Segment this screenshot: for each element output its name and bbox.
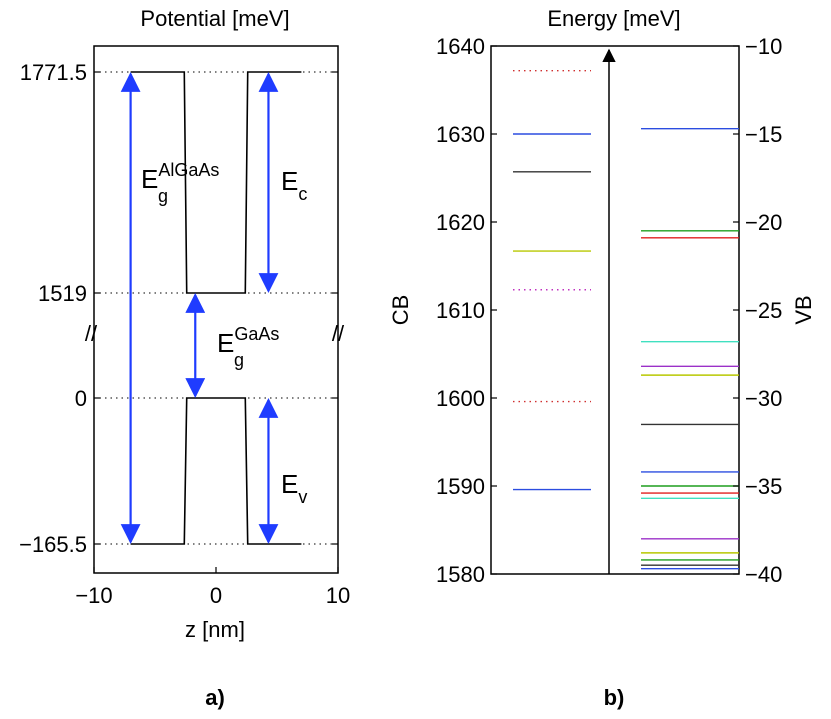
y-tick-label: 0 [75,386,87,411]
panel-b-label: b) [604,685,625,710]
panel-b-title: Energy [meV] [547,6,680,31]
right-y-tick-label: −30 [745,386,782,411]
valence-band-profile [130,397,302,545]
x-tick-label: 10 [326,583,350,608]
panel-b-y-label-right: VB [791,295,816,324]
right-y-tick-label: −40 [745,562,782,587]
left-y-tick-label: 1590 [436,474,485,499]
panel-b-right-y-ticks: −40 −35 −30 −25 −20 −15 −10 [733,34,782,587]
x-tick-label: 0 [210,583,222,608]
panel-a-title: Potential [meV] [140,6,289,31]
right-y-tick-label: −15 [745,122,782,147]
y-tick-label: 1771.5 [20,60,87,85]
right-y-tick-label: −20 [745,210,782,235]
right-y-tick-label: −35 [745,474,782,499]
left-y-tick-label: 1580 [436,562,485,587]
panel-b-left-y-ticks: 1580 1590 1600 1610 1620 1630 1640 [436,34,497,587]
right-y-tick-label: −10 [745,34,782,59]
y-tick-label: 1519 [38,281,87,306]
left-y-tick-label: 1630 [436,122,485,147]
panel-a-series [130,71,302,545]
axis-break-left: // [85,321,98,346]
left-y-tick-label: 1600 [436,386,485,411]
right-y-tick-label: −25 [745,298,782,323]
y-tick-label: −165.5 [19,532,87,557]
left-y-tick-label: 1610 [436,298,485,323]
panel-b: Energy [meV] 1580 1590 1600 1610 1620 1630 164… [388,6,816,710]
ev-label: Ev [281,469,307,507]
panel-b-plot-area [490,45,740,575]
panel-a-annotations: EAlGaAs g Ec EGaAs g Ev [120,72,307,544]
panel-b-energy-levels [513,69,739,570]
panel-b-y-label-left: CB [388,295,413,326]
panel-a-x-ticks: −10 0 10 [75,567,350,608]
left-y-tick-label: 1620 [436,210,485,235]
panel-a-x-label: z [nm] [185,617,245,642]
conduction-band-profile [130,71,302,294]
left-y-tick-label: 1640 [436,34,485,59]
panel-a-label: a) [205,685,225,710]
panel-a: Potential [meV] EAlGaAs g Ec EGaAs g Ev 1771.… [19,6,350,710]
panel-a-y-ticks: 1771.5 1519 0 −165.5 [19,60,338,557]
eg_algaas-label: EAlGaAs g [141,160,219,206]
eg_gaas-label: EGaAs g [217,324,279,370]
x-tick-label: −10 [75,583,112,608]
ec-label: Ec [281,166,307,204]
axis-break-right: // [332,321,345,346]
